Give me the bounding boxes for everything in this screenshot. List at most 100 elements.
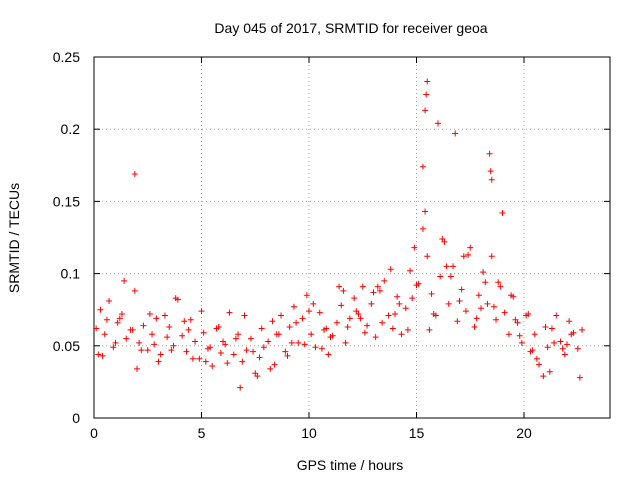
x-tick-label: 20 xyxy=(516,425,532,441)
data-point xyxy=(168,347,175,354)
data-point xyxy=(187,316,194,323)
data-point xyxy=(458,286,465,293)
data-point xyxy=(237,384,244,391)
data-point xyxy=(146,311,153,318)
data-point xyxy=(185,326,192,333)
data-point xyxy=(327,334,334,341)
data-point xyxy=(422,208,429,215)
data-point xyxy=(488,176,495,183)
data-point xyxy=(198,308,205,315)
data-point xyxy=(357,315,364,322)
data-point xyxy=(561,351,568,358)
data-point xyxy=(351,295,358,302)
data-point xyxy=(131,170,138,177)
data-point xyxy=(486,150,493,157)
data-point xyxy=(488,253,495,260)
data-point xyxy=(202,358,209,365)
data-point xyxy=(97,306,104,313)
data-point xyxy=(419,225,426,232)
data-point xyxy=(338,302,345,309)
data-point xyxy=(318,345,325,352)
data-point xyxy=(467,244,474,251)
y-axis-label: SRMTID / TECUs xyxy=(6,183,22,293)
data-point xyxy=(385,312,392,319)
data-point xyxy=(299,315,306,322)
y-tick-label: 0.15 xyxy=(53,193,80,209)
data-point xyxy=(241,312,248,319)
data-point xyxy=(239,358,246,365)
data-point xyxy=(101,331,108,338)
data-point xyxy=(340,287,347,294)
data-point xyxy=(426,326,433,333)
data-point xyxy=(374,283,381,290)
data-point xyxy=(232,335,239,342)
data-point xyxy=(192,338,199,345)
data-point xyxy=(301,341,308,348)
data-point xyxy=(361,329,368,336)
data-point xyxy=(103,316,110,323)
grid-lines xyxy=(94,57,610,418)
data-point xyxy=(482,279,489,286)
data-point xyxy=(368,300,375,307)
x-tick-label: 10 xyxy=(301,425,317,441)
data-point xyxy=(557,338,564,345)
data-point xyxy=(170,342,177,349)
data-point xyxy=(131,287,138,294)
data-point xyxy=(445,300,452,307)
data-point xyxy=(310,300,317,307)
data-point xyxy=(306,308,312,315)
data-point xyxy=(548,325,555,332)
data-point xyxy=(544,344,551,351)
data-point xyxy=(336,283,343,290)
data-point xyxy=(505,331,512,338)
data-point xyxy=(559,345,566,352)
data-point xyxy=(224,360,231,367)
data-point xyxy=(333,319,340,326)
data-point xyxy=(437,273,444,280)
data-point xyxy=(312,344,319,351)
x-tick-label: 5 xyxy=(198,425,206,441)
data-point xyxy=(256,354,263,361)
x-tick-label: 0 xyxy=(90,425,98,441)
data-point xyxy=(473,315,480,322)
data-point xyxy=(284,352,291,359)
data-point xyxy=(462,308,469,315)
data-point xyxy=(217,350,224,357)
data-point xyxy=(422,107,429,114)
data-point xyxy=(443,263,450,270)
data-point xyxy=(157,351,164,358)
data-point xyxy=(576,374,583,381)
data-point xyxy=(452,130,459,137)
data-point xyxy=(275,331,282,338)
data-point xyxy=(260,344,267,351)
data-point xyxy=(166,324,173,331)
data-point xyxy=(269,318,276,325)
data-point xyxy=(568,331,575,338)
data-point xyxy=(499,209,506,216)
data-point xyxy=(512,316,519,323)
data-points xyxy=(93,78,586,391)
data-point xyxy=(308,331,315,338)
data-point xyxy=(282,348,289,355)
data-point xyxy=(95,351,102,358)
data-point xyxy=(323,325,330,332)
data-point xyxy=(116,315,123,322)
data-point xyxy=(536,361,543,368)
y-tick-label: 0 xyxy=(72,410,80,426)
data-point xyxy=(551,339,558,346)
data-point xyxy=(303,292,310,299)
data-point xyxy=(447,273,454,280)
data-point xyxy=(379,319,386,326)
data-point xyxy=(430,311,437,318)
data-point xyxy=(254,373,261,380)
data-point xyxy=(546,368,553,375)
data-point xyxy=(123,335,130,342)
data-point xyxy=(293,319,300,326)
y-tick-label: 0.1 xyxy=(61,266,81,282)
data-point xyxy=(286,324,293,331)
data-point xyxy=(179,332,186,339)
data-point xyxy=(144,347,151,354)
data-point xyxy=(209,363,216,370)
data-point xyxy=(413,282,420,289)
